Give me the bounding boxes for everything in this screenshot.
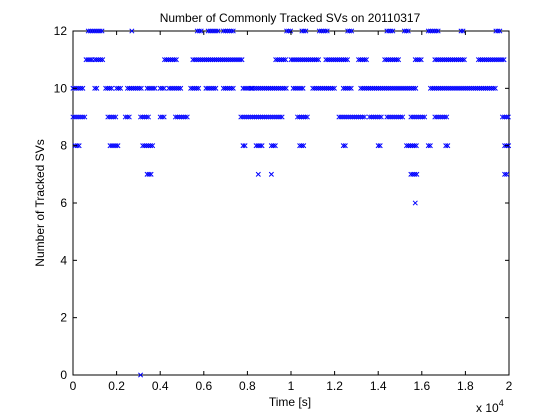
x-tick-label: 0.6 <box>195 379 212 393</box>
x-tick-label: 1.8 <box>457 379 474 393</box>
y-tick-label: 4 <box>60 253 67 267</box>
y-tick-label: 6 <box>60 196 67 210</box>
y-tick-label: 10 <box>54 81 68 95</box>
x-tick-label: 0.8 <box>239 379 256 393</box>
x-axis-multiplier-base: x 10 <box>476 401 499 415</box>
y-axis-label: Number of Tracked SVs <box>33 139 47 266</box>
x-tick-label: 1 <box>288 379 295 393</box>
y-tick-label: 8 <box>60 139 67 153</box>
y-tick-label: 2 <box>60 311 67 325</box>
x-tick-label: 0.2 <box>108 379 125 393</box>
plot-area <box>73 31 509 375</box>
y-tick-label: 12 <box>54 24 68 38</box>
x-tick-label: 2 <box>506 379 513 393</box>
x-axis-multiplier-exponent: 4 <box>499 398 504 408</box>
x-tick-label: 0 <box>70 379 77 393</box>
chart-title: Number of Commonly Tracked SVs on 201103… <box>160 11 421 25</box>
x-axis-label: Time [s] <box>269 395 311 409</box>
x-tick-label: 1.6 <box>413 379 430 393</box>
x-tick-label: 1.2 <box>326 379 343 393</box>
x-tick-label: 0.4 <box>152 379 169 393</box>
x-tick-label: 1.4 <box>370 379 387 393</box>
y-tick-label: 0 <box>60 368 67 382</box>
